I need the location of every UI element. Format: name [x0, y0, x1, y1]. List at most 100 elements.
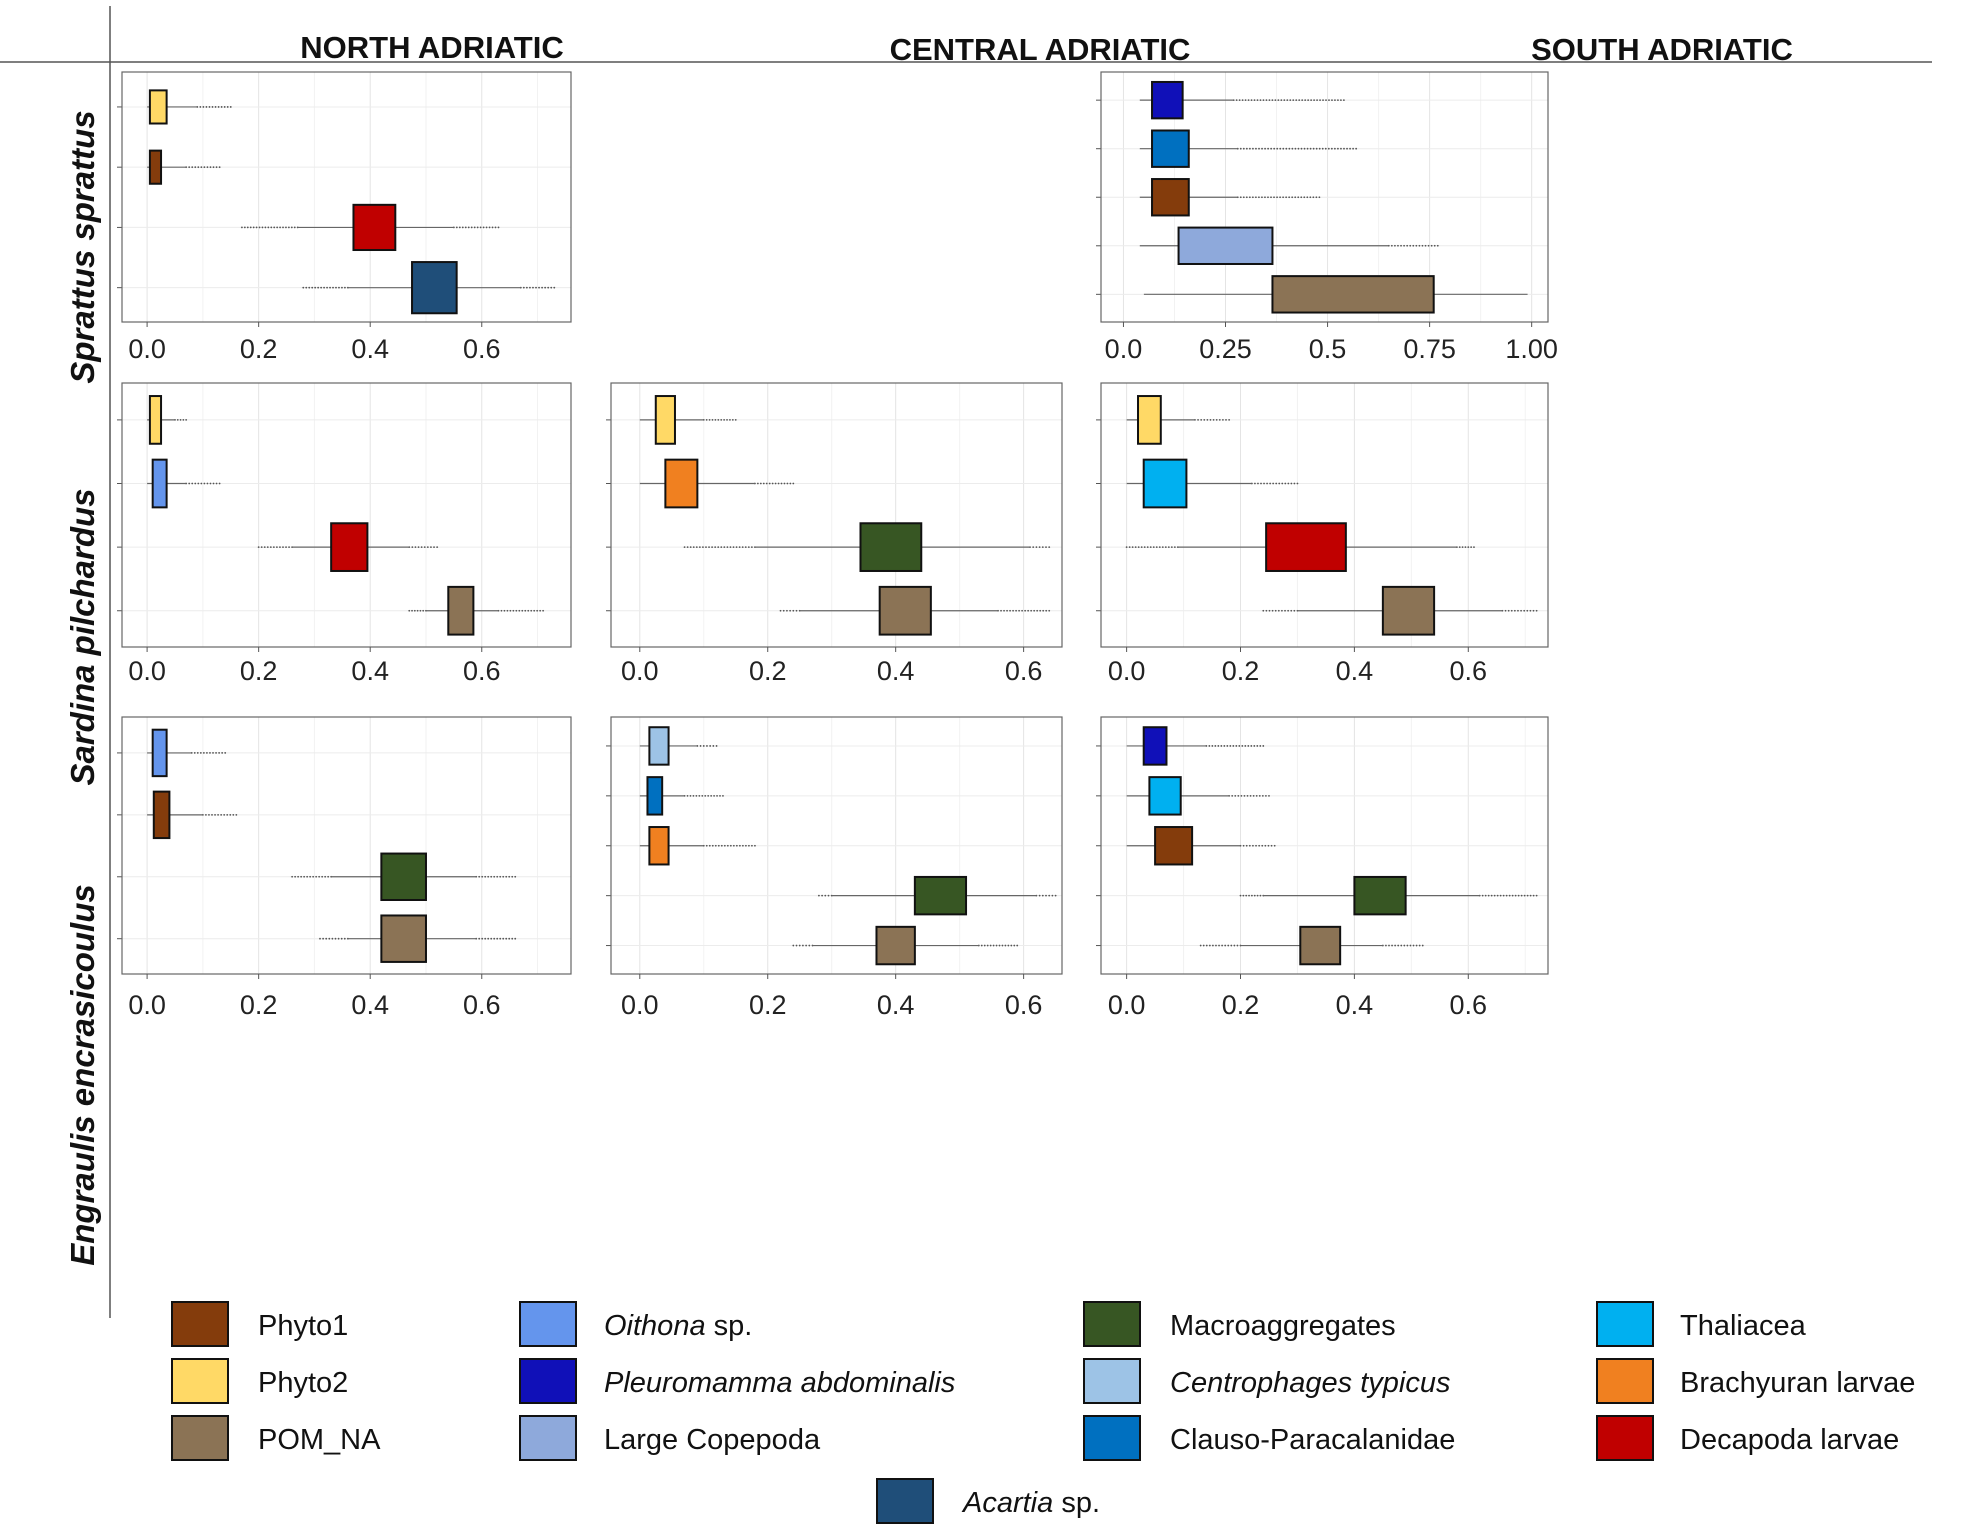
outlier-point	[1394, 944, 1397, 947]
outlier-point	[702, 745, 705, 747]
outlier-point	[317, 286, 320, 289]
outlier-point	[1490, 894, 1493, 897]
outlier-point	[208, 813, 210, 816]
box-rect	[1151, 80, 1184, 120]
plot-frame	[121, 716, 572, 975]
outlier-point	[1418, 944, 1421, 947]
outlier-point	[1004, 944, 1007, 947]
legend-swatch	[1083, 1301, 1141, 1347]
outlier-point	[702, 546, 704, 549]
legend-swatch	[171, 1415, 229, 1461]
outlier-point	[780, 482, 783, 485]
outlier-point	[795, 609, 798, 612]
outlier-point	[212, 752, 214, 754]
outlier-point	[1285, 147, 1288, 150]
outlier-point	[731, 418, 734, 421]
outlier-point	[311, 286, 314, 289]
outlier-point	[426, 546, 429, 549]
outlier-point	[1340, 147, 1342, 150]
outlier-point	[1400, 244, 1402, 247]
outlier-point	[774, 482, 777, 485]
outlier-point	[698, 546, 701, 549]
outlier-point	[1318, 147, 1321, 150]
outlier-point	[1235, 745, 1238, 747]
legend-label-part: sp.	[1053, 1487, 1100, 1519]
outlier-point	[1520, 894, 1523, 897]
outlier-point	[1045, 546, 1047, 549]
box-rect	[859, 522, 923, 572]
outlier-point	[762, 482, 765, 485]
box-rect	[1353, 875, 1407, 916]
outlier-point	[285, 546, 287, 549]
x-tick-label: 0.0	[621, 990, 659, 1020]
outlier-point	[532, 286, 534, 289]
x-tick-label: 0.0	[1105, 334, 1143, 364]
outlier-point	[484, 875, 487, 878]
outlier-point	[1523, 894, 1526, 897]
outlier-point	[1274, 99, 1277, 102]
outlier-point	[1170, 546, 1173, 549]
outlier-point	[992, 944, 995, 947]
panel-2: 0.0 0.25 0.5 0.75 1.00	[1096, 71, 1558, 364]
outlier-point	[521, 609, 524, 612]
box-rect	[664, 458, 699, 509]
x-tick-label: 0.0	[128, 990, 166, 1020]
outlier-point	[741, 844, 744, 847]
outlier-point	[1433, 244, 1436, 247]
legend-item-LargeCopepoda: Large Copepoda	[519, 1415, 821, 1461]
outlier-point	[1294, 196, 1297, 199]
outlier-point	[1217, 745, 1220, 747]
outlier-point	[464, 226, 467, 229]
outlier-point	[1215, 944, 1217, 947]
outlier-point	[1245, 844, 1248, 847]
outlier-point	[1334, 99, 1336, 102]
outlier-point	[732, 546, 735, 549]
outlier-point	[497, 226, 500, 229]
outlier-point	[1212, 944, 1214, 947]
outlier-point	[503, 609, 506, 612]
outlier-point	[547, 286, 550, 289]
plot-frame	[1100, 71, 1549, 323]
outlier-point	[734, 418, 737, 421]
outlier-point	[323, 286, 325, 289]
x-tick-label: 0.4	[351, 334, 389, 364]
outlier-point	[1288, 147, 1291, 150]
outlier-point	[327, 875, 330, 878]
outlier-point	[524, 609, 527, 612]
outlier-point	[461, 226, 464, 229]
box-POM_NA	[408, 585, 545, 636]
box-rect	[646, 776, 664, 816]
outlier-point	[1328, 99, 1330, 102]
outlier-point	[989, 944, 992, 947]
outlier-point	[1327, 147, 1330, 150]
outlier-point	[411, 546, 414, 549]
outlier-point	[1307, 99, 1310, 102]
box-POM_NA	[1143, 275, 1528, 314]
column-header-south: SOUTH ADRIATIC	[1531, 32, 1793, 67]
outlier-point	[314, 286, 317, 289]
outlier-point	[217, 813, 219, 816]
outlier-point	[1312, 196, 1315, 199]
outlier-point	[1385, 944, 1387, 947]
outlier-point	[332, 286, 334, 289]
outlier-point	[1319, 99, 1321, 102]
outlier-point	[530, 609, 533, 612]
outlier-point	[318, 875, 321, 878]
outlier-point	[1258, 844, 1261, 847]
outlier-point	[218, 482, 221, 485]
outlier-point	[1504, 609, 1507, 612]
outlier-point	[490, 937, 493, 940]
outlier-point	[1276, 147, 1279, 150]
outlier-point	[1282, 147, 1285, 150]
outlier-point	[765, 482, 768, 485]
outlier-point	[1232, 745, 1235, 747]
outlier-point	[1342, 99, 1345, 102]
outlier-point	[1403, 244, 1406, 247]
outlier-point	[1331, 99, 1333, 102]
legend-item-Brachyuran: Brachyuran larvae	[1596, 1358, 1915, 1404]
outlier-point	[1001, 944, 1004, 947]
outlier-point	[252, 226, 255, 229]
outlier-point	[419, 609, 422, 612]
outlier-point	[1403, 944, 1406, 947]
outlier-point	[824, 894, 827, 897]
